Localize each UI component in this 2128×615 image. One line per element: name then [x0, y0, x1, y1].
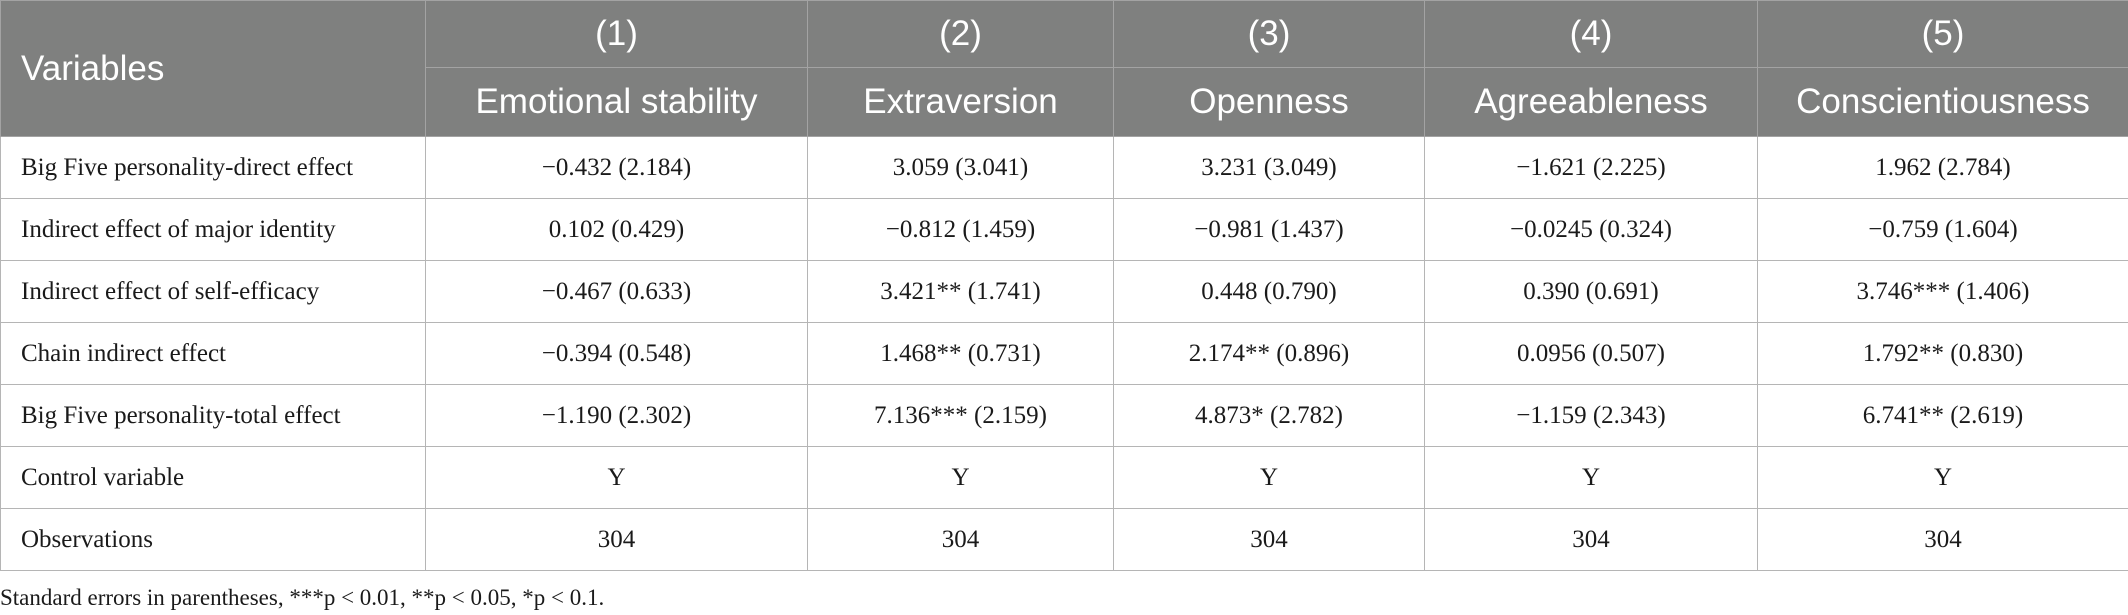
row-label: Indirect effect of self-efficacy: [0, 260, 426, 323]
table-cell: 3.421** (1.741): [807, 260, 1114, 323]
row-label: Control variable: [0, 446, 426, 509]
table-cell: −0.394 (0.548): [425, 322, 808, 385]
variables-header: Variables: [0, 0, 426, 137]
column-name-extraversion: Extraversion: [807, 67, 1114, 137]
column-name-agreeableness: Agreeableness: [1424, 67, 1758, 137]
table-cell: −0.812 (1.459): [807, 198, 1114, 261]
column-number-2: (2): [807, 0, 1114, 68]
table-cell: 304: [425, 508, 808, 571]
table-cell: Y: [1113, 446, 1425, 509]
column-number-5: (5): [1757, 0, 2128, 68]
table-cell: −0.432 (2.184): [425, 136, 808, 199]
table-cell: 1.468** (0.731): [807, 322, 1114, 385]
table-cell: 0.390 (0.691): [1424, 260, 1758, 323]
table-cell: −0.467 (0.633): [425, 260, 808, 323]
table-cell: −0.981 (1.437): [1113, 198, 1425, 261]
table-cell: 304: [807, 508, 1114, 571]
table-body: Big Five personality-direct effect −0.43…: [0, 136, 2128, 571]
table-row: Indirect effect of self-efficacy −0.467 …: [0, 260, 2128, 323]
table-cell: 304: [1757, 508, 2128, 571]
table-row: Observations 304 304 304 304 304: [0, 508, 2128, 571]
table-cell: −0.0245 (0.324): [1424, 198, 1758, 261]
row-label: Big Five personality-total effect: [0, 384, 426, 447]
table-cell: 1.792** (0.830): [1757, 322, 2128, 385]
table-cell: 0.0956 (0.507): [1424, 322, 1758, 385]
table-cell: 4.873* (2.782): [1113, 384, 1425, 447]
table-footnote: Standard errors in parentheses, ***p < 0…: [0, 585, 605, 610]
table-cell: 0.448 (0.790): [1113, 260, 1425, 323]
table-cell: 3.059 (3.041): [807, 136, 1114, 199]
table-cell: 3.231 (3.049): [1113, 136, 1425, 199]
table-row: Control variable Y Y Y Y Y: [0, 446, 2128, 509]
column-number-4: (4): [1424, 0, 1758, 68]
table-cell: −1.190 (2.302): [425, 384, 808, 447]
table-cell: −0.759 (1.604): [1757, 198, 2128, 261]
table-cell: 6.741** (2.619): [1757, 384, 2128, 447]
row-label: Indirect effect of major identity: [0, 198, 426, 261]
row-label: Big Five personality-direct effect: [0, 136, 426, 199]
table-cell: −1.621 (2.225): [1424, 136, 1758, 199]
results-table: Variables (1) (2) (3) (4) (5) Emotional …: [0, 0, 2128, 571]
header-row-numbers: Variables (1) (2) (3) (4) (5): [0, 0, 2128, 137]
column-number-1: (1): [425, 0, 808, 68]
table-cell: 2.174** (0.896): [1113, 322, 1425, 385]
table-cell: −1.159 (2.343): [1424, 384, 1758, 447]
row-label: Chain indirect effect: [0, 322, 426, 385]
table-header: Variables (1) (2) (3) (4) (5) Emotional …: [0, 0, 2128, 137]
column-number-3: (3): [1113, 0, 1425, 68]
table-row: Big Five personality-total effect −1.190…: [0, 384, 2128, 447]
table-cell: 0.102 (0.429): [425, 198, 808, 261]
table-cell: 7.136*** (2.159): [807, 384, 1114, 447]
table-cell: Y: [807, 446, 1114, 509]
table-row: Indirect effect of major identity 0.102 …: [0, 198, 2128, 261]
table-cell: Y: [425, 446, 808, 509]
table-cell: 1.962 (2.784): [1757, 136, 2128, 199]
table-cell: 304: [1113, 508, 1425, 571]
table-row: Chain indirect effect −0.394 (0.548) 1.4…: [0, 322, 2128, 385]
header-row-names: Emotional stability Extraversion Opennes…: [1, 67, 2128, 137]
row-label: Observations: [0, 508, 426, 571]
table-cell: Y: [1757, 446, 2128, 509]
column-name-openness: Openness: [1113, 67, 1425, 137]
table-cell: 304: [1424, 508, 1758, 571]
column-name-conscientiousness: Conscientiousness: [1757, 67, 2128, 137]
table-cell: 3.746*** (1.406): [1757, 260, 2128, 323]
column-name-emotional-stability: Emotional stability: [425, 67, 808, 137]
table-cell: Y: [1424, 446, 1758, 509]
table-row: Big Five personality-direct effect −0.43…: [0, 136, 2128, 199]
